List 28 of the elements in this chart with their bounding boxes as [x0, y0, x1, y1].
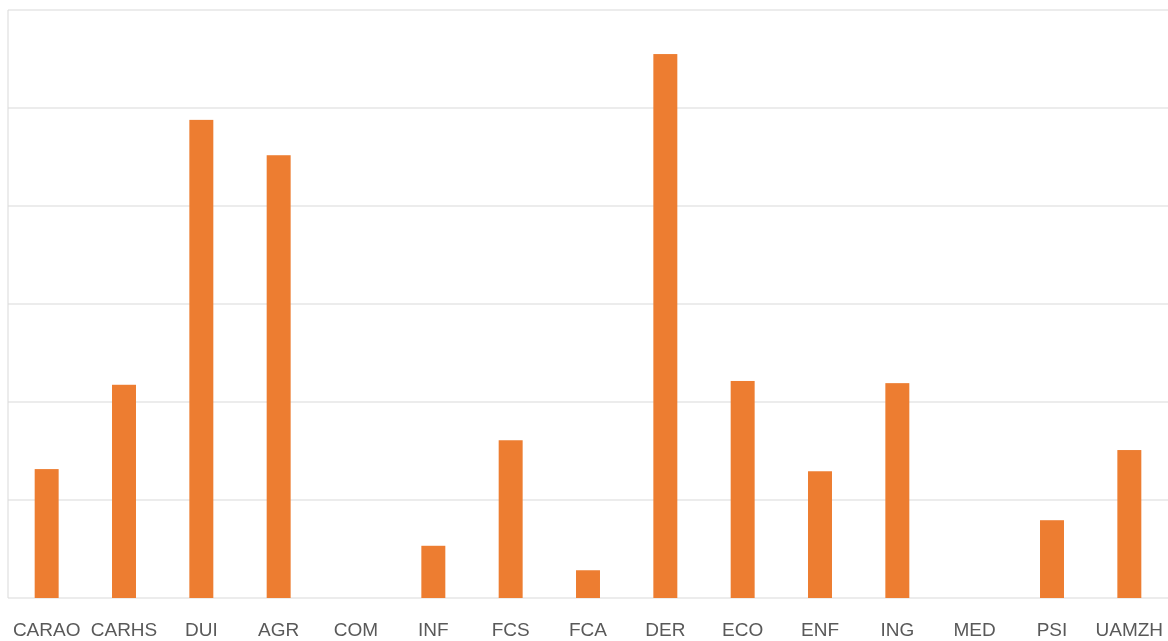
- x-tick-label: PSI: [1036, 619, 1068, 640]
- x-tick-label: CARHS: [90, 619, 158, 640]
- bar: [266, 155, 291, 598]
- x-tick-label: MED: [953, 619, 996, 640]
- bar: [653, 54, 678, 598]
- x-tick-label: AGR: [258, 619, 300, 640]
- bar: [576, 570, 600, 598]
- x-tick-label: ECO: [722, 619, 764, 640]
- x-tick-label: COM: [333, 619, 379, 640]
- bar: [1117, 450, 1142, 598]
- bar: [34, 469, 59, 598]
- bar: [498, 440, 523, 598]
- bar: [1040, 520, 1064, 598]
- x-tick-label: FCS: [491, 619, 530, 640]
- bar: [112, 384, 136, 598]
- bar: [189, 119, 214, 598]
- x-tick-label: DUI: [184, 619, 218, 640]
- x-tick-label: FCA: [569, 619, 608, 640]
- x-tick-label: ING: [880, 619, 915, 640]
- x-tick-label: UAMZH: [1095, 619, 1164, 640]
- x-tick-label: ENF: [801, 619, 839, 640]
- bar: [808, 471, 832, 598]
- bar: [730, 380, 755, 598]
- x-tick-label: INF: [418, 619, 449, 640]
- x-tick-label: DER: [645, 619, 686, 640]
- bar: [421, 545, 446, 598]
- x-tick-label: CARAO: [12, 619, 81, 640]
- bar: [885, 383, 910, 598]
